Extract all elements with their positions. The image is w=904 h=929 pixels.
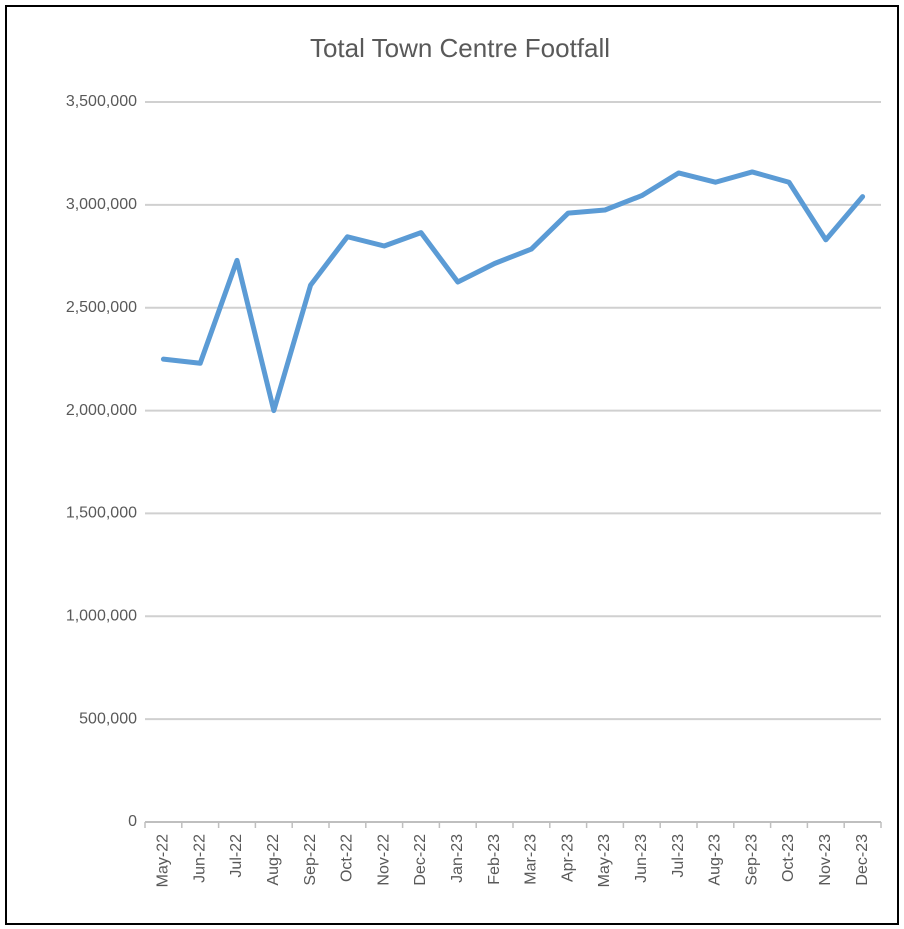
x-tick-label: May-23 [596,834,613,887]
y-tick-label: 1,500,000 [66,505,137,522]
y-tick-label: 3,000,000 [66,196,137,213]
x-tick-label: Jan-23 [449,834,466,883]
x-tick-label: May-22 [155,834,172,887]
x-tick-label: Oct-22 [339,834,356,882]
chart-title: Total Town Centre Footfall [310,33,610,63]
x-tick-label: Jun-23 [633,834,650,883]
y-tick-label: 1,000,000 [66,608,137,625]
x-tick-label: Feb-23 [486,834,503,885]
y-tick-label: 0 [128,813,137,830]
y-tick-label: 3,500,000 [66,93,137,110]
y-tick-label: 500,000 [79,710,137,727]
x-tick-label: Jul-22 [228,834,245,878]
x-tick-label: Sep-23 [743,834,760,886]
x-tick-label: Jun-22 [191,834,208,883]
x-tick-label: Dec-22 [412,834,429,886]
x-tick-label: Sep-22 [302,834,319,886]
line [160,169,866,414]
x-tick-label: Dec-23 [854,834,871,886]
x-tick-label: Nov-22 [375,834,392,886]
x-tick-label: Aug-23 [707,834,724,886]
y-tick-label: 2,500,000 [66,299,137,316]
x-tick-label: Jul-23 [670,834,687,878]
x-tick-label: Nov-23 [817,834,834,886]
x-tick-label: Mar-23 [523,834,540,885]
x-tick-label: Aug-22 [265,834,282,886]
x-tick-label: Oct-23 [780,834,797,882]
x-tick-label: Apr-23 [559,834,576,882]
chart-frame [5,5,899,925]
y-tick-label: 2,000,000 [66,402,137,419]
